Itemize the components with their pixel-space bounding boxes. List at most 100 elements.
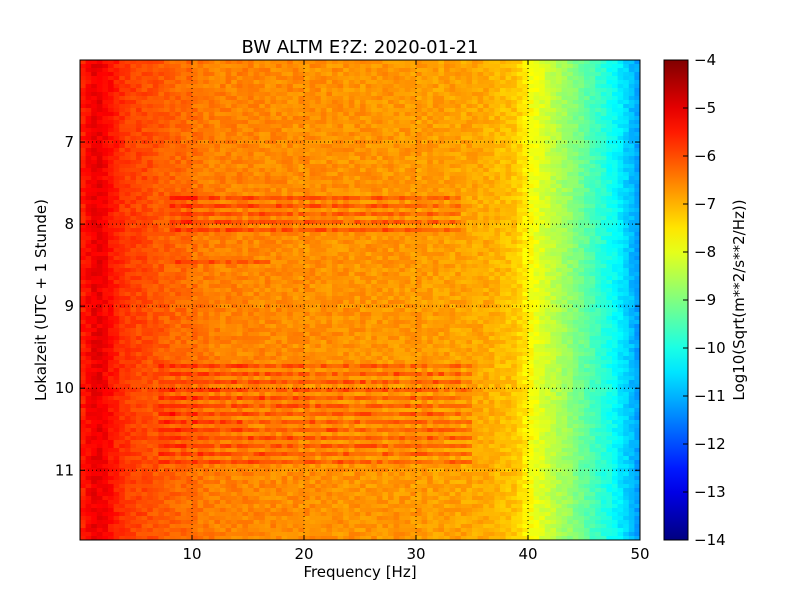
heatmap-cell	[539, 124, 546, 129]
heatmap-cell	[197, 100, 204, 105]
heatmap-cell	[539, 180, 546, 185]
heatmap-cell	[220, 104, 227, 109]
heatmap-cell	[494, 132, 501, 137]
heatmap-cell	[326, 192, 333, 197]
heatmap-cell	[416, 116, 423, 121]
heatmap-cell	[455, 236, 462, 241]
heatmap-cell	[320, 116, 327, 121]
heatmap-cell	[130, 96, 137, 101]
heatmap-cell	[371, 128, 378, 133]
heatmap-cell	[348, 208, 355, 213]
heatmap-cell	[522, 64, 529, 69]
heatmap-cell	[242, 248, 249, 253]
heatmap-cell	[102, 84, 109, 89]
heatmap-cell	[281, 236, 288, 241]
heatmap-cell	[91, 220, 98, 225]
heatmap-cell	[432, 108, 439, 113]
heatmap-cell	[455, 188, 462, 193]
heatmap-cell	[488, 120, 495, 125]
heatmap-cell	[460, 228, 467, 233]
heatmap-cell	[371, 256, 378, 261]
heatmap-cell	[214, 188, 221, 193]
heatmap-cell	[108, 180, 115, 185]
heatmap-cell	[124, 132, 131, 137]
heatmap-cell	[102, 168, 109, 173]
heatmap-cell	[80, 128, 87, 133]
heatmap-cell	[427, 72, 434, 77]
heatmap-cell	[119, 236, 126, 241]
heatmap-cell	[544, 248, 551, 253]
heatmap-cell	[544, 192, 551, 197]
heatmap-cell	[287, 100, 294, 105]
heatmap-cell	[203, 88, 210, 93]
heatmap-cell	[606, 188, 613, 193]
heatmap-cell	[494, 124, 501, 129]
heatmap-cell	[304, 148, 311, 153]
heatmap-cell	[85, 228, 92, 233]
heatmap-cell	[365, 200, 372, 205]
heatmap-cell	[320, 176, 327, 181]
heatmap-cell	[376, 144, 383, 149]
heatmap-cell	[365, 64, 372, 69]
heatmap-cell	[488, 96, 495, 101]
heatmap-cell	[477, 192, 484, 197]
heatmap-cell	[281, 204, 288, 209]
heatmap-cell	[292, 220, 299, 225]
heatmap-cell	[488, 136, 495, 141]
heatmap-cell	[102, 152, 109, 157]
heatmap-cell	[298, 256, 305, 261]
heatmap-cell	[236, 164, 243, 169]
heatmap-cell	[360, 152, 367, 157]
heatmap-cell	[371, 184, 378, 189]
heatmap-cell	[416, 224, 423, 229]
heatmap-cell	[287, 140, 294, 145]
heatmap-cell	[584, 136, 591, 141]
heatmap-cell	[399, 136, 406, 141]
heatmap-cell	[309, 180, 316, 185]
heatmap-cell	[533, 80, 540, 85]
heatmap-cell	[617, 64, 624, 69]
heatmap-cell	[276, 160, 283, 165]
heatmap-cell	[483, 184, 490, 189]
heatmap-cell	[164, 236, 171, 241]
heatmap-cell	[360, 88, 367, 93]
heatmap-cell	[354, 196, 361, 201]
heatmap-cell	[298, 168, 305, 173]
heatmap-cell	[169, 164, 176, 169]
heatmap-cell	[242, 148, 249, 153]
heatmap-cell	[399, 148, 406, 153]
heatmap-cell	[152, 220, 159, 225]
heatmap-cell	[472, 208, 479, 213]
heatmap-cell	[488, 204, 495, 209]
heatmap-cell	[544, 148, 551, 153]
heatmap-cell	[337, 220, 344, 225]
heatmap-cell	[220, 180, 227, 185]
heatmap-cell	[119, 104, 126, 109]
heatmap-cell	[186, 148, 193, 153]
heatmap-cell	[287, 160, 294, 165]
heatmap-cell	[483, 248, 490, 253]
heatmap-cell	[298, 92, 305, 97]
heatmap-cell	[382, 188, 389, 193]
heatmap-cell	[214, 80, 221, 85]
heatmap-cell	[113, 184, 120, 189]
heatmap-cell	[130, 132, 137, 137]
heatmap-cell	[438, 172, 445, 177]
heatmap-cell	[494, 100, 501, 105]
heatmap-cell	[264, 64, 271, 69]
heatmap-cell	[371, 164, 378, 169]
heatmap-cell	[472, 236, 479, 241]
heatmap-cell	[528, 128, 535, 133]
heatmap-cell	[186, 216, 193, 221]
heatmap-cell	[343, 80, 350, 85]
heatmap-cell	[276, 208, 283, 213]
heatmap-cell	[208, 128, 215, 133]
heatmap-cell	[253, 156, 260, 161]
heatmap-cell	[466, 152, 473, 157]
heatmap-cell	[516, 80, 523, 85]
heatmap-cell	[365, 84, 372, 89]
heatmap-cell	[623, 172, 630, 177]
heatmap-cell	[360, 176, 367, 181]
heatmap-cell	[494, 96, 501, 101]
heatmap-cell	[264, 68, 271, 73]
